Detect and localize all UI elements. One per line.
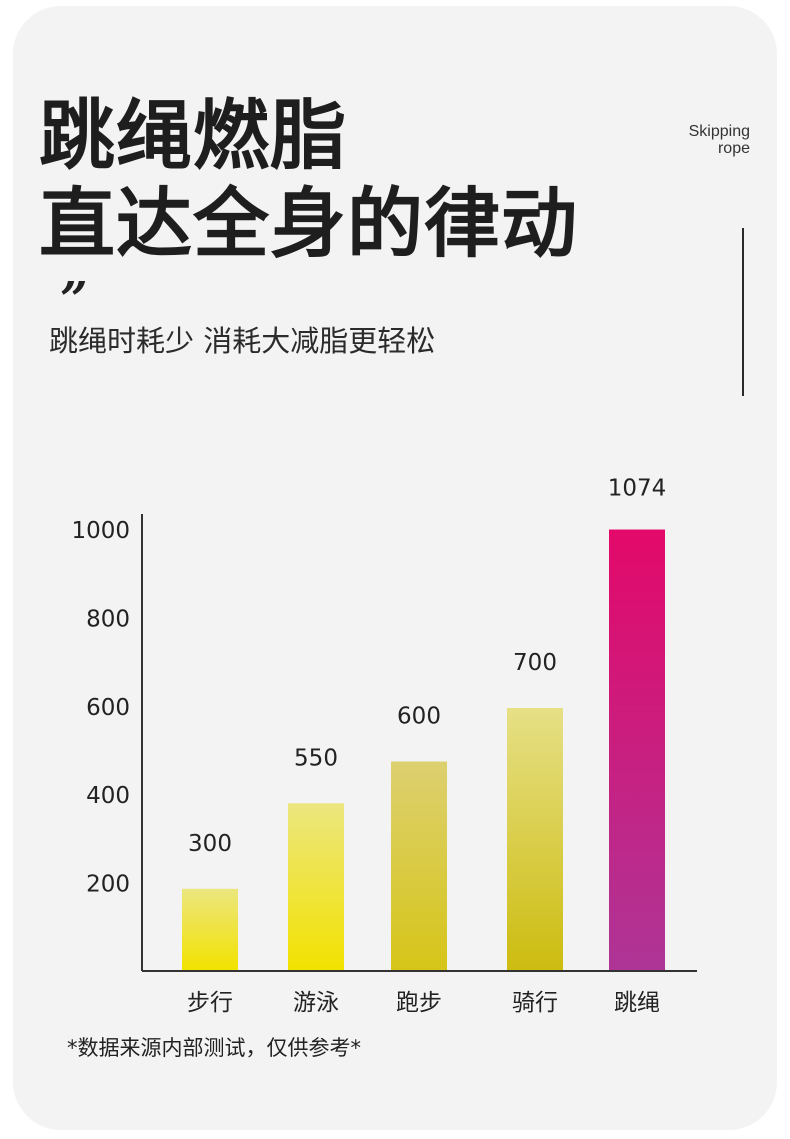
quote-mark-icon: ”: [60, 272, 88, 328]
english-tag-line-2: rope: [717, 140, 750, 157]
bar-value-label: 600: [397, 703, 441, 729]
english-tag-line-1: Skipping: [688, 123, 750, 140]
headline-line-1: 跳绳燃脂: [39, 91, 347, 180]
poster-card: 跳绳燃脂 直达全身的律动 Skipping rope ” 跳绳时耗少 消耗大减脂…: [13, 6, 777, 1130]
english-tag: Skipping rope: [689, 123, 750, 157]
bar-value-label: 700: [513, 650, 557, 676]
x-category-label: 步行: [187, 990, 233, 1016]
data-source-footnote: *数据来源内部测试，仅供参考*: [67, 1036, 361, 1060]
y-tick-label: 1000: [71, 518, 130, 544]
y-tick-label: 600: [86, 695, 130, 721]
headline-line-2: 直达全身的律动: [39, 179, 578, 268]
x-category-label: 骑行: [512, 990, 558, 1016]
bar-4: [507, 708, 563, 970]
bar-5: [609, 529, 665, 970]
calorie-bar-chart: 200 400 600 800 1000 300 550 600 700 1074 步行 游泳 跑步…: [71, 476, 697, 1016]
bar-3: [391, 761, 447, 970]
bar-1: [182, 888, 238, 970]
y-tick-label: 400: [86, 783, 130, 809]
vertical-divider: [742, 228, 744, 396]
x-category-label: 跳绳: [614, 990, 660, 1016]
x-category-label: 跑步: [396, 990, 442, 1016]
bar-value-label: 1074: [608, 476, 667, 502]
bar-value-label: 300: [188, 831, 232, 857]
x-category-label: 游泳: [293, 990, 339, 1016]
y-tick-label: 800: [86, 606, 130, 632]
y-tick-label: 200: [86, 872, 130, 898]
bar-value-label: 550: [294, 745, 338, 771]
bar-2: [288, 803, 344, 970]
subtitle: 跳绳时耗少 消耗大减脂更轻松: [49, 324, 436, 358]
